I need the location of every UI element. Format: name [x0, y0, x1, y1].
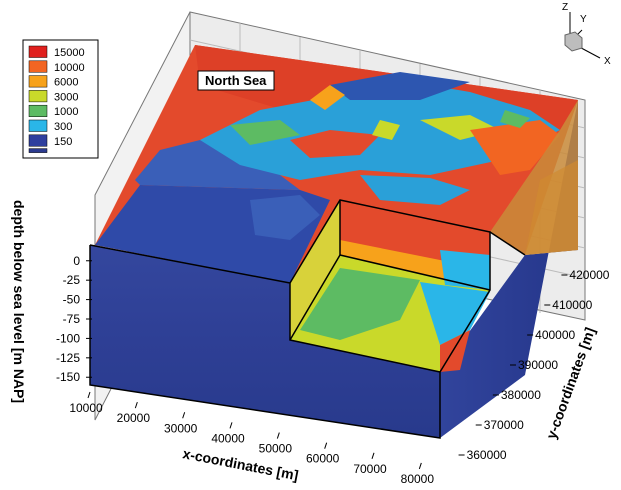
x-tick-mark — [276, 432, 280, 439]
legend-swatch — [28, 104, 48, 117]
cutout — [290, 200, 490, 372]
legend-label: 3000 — [54, 91, 78, 103]
x-tick-label: 70000 — [353, 462, 387, 476]
x-tick-mark — [182, 412, 186, 419]
legend-label: 10000 — [54, 62, 85, 74]
y-tick-label: 420000 — [569, 268, 609, 282]
triad-z-label: Z — [562, 2, 568, 13]
orientation-triad: Z Y X — [562, 2, 611, 67]
legend-swatch — [28, 45, 48, 58]
legend-label: 15000 — [54, 47, 85, 59]
z-tick-label: -25 — [63, 273, 81, 287]
legend-swatch — [28, 119, 48, 132]
cutout-left-wall — [290, 200, 340, 340]
z-tick-label: -75 — [63, 312, 81, 326]
block-edges — [89, 199, 526, 439]
x-tick-label: 30000 — [164, 421, 198, 435]
y-tick-label: 410000 — [552, 298, 592, 312]
front-face — [90, 245, 440, 438]
x-tick-label: 20000 — [117, 411, 151, 425]
x-tick-mark — [418, 462, 422, 470]
annotation-label: North Sea — [205, 73, 267, 88]
y-tick-label: 380000 — [501, 388, 541, 402]
y-tick-label: 400000 — [535, 328, 575, 342]
right-face — [440, 100, 578, 438]
y-tick-label: 360000 — [467, 448, 507, 462]
legend-label: 150 — [54, 136, 72, 148]
y-axis-label: y-coordinates [m] — [543, 325, 598, 441]
x-tick-label: 40000 — [211, 431, 245, 445]
triad-y-label: Y — [580, 14, 587, 25]
z-axis-ticks: 0 -25 -50 -75 -100 -125 -150 — [56, 254, 92, 384]
legend-label: 1000 — [54, 106, 78, 118]
legend-label: 6000 — [54, 77, 78, 89]
y-tick-label: 370000 — [484, 418, 524, 432]
x-tick-label: 10000 — [69, 401, 103, 415]
y-axis-ticks: 360000 370000 380000 390000 400000 410000 4200… — [458, 268, 610, 462]
legend: 15000 10000 6000 3000 1000 300 150 — [22, 39, 99, 159]
legend-label: 300 — [54, 121, 72, 133]
x-tick-mark — [134, 401, 138, 409]
x-tick-mark — [87, 391, 91, 399]
map-surface — [95, 45, 578, 283]
x-tick-label: 80000 — [401, 472, 435, 486]
legend-swatch — [28, 90, 48, 103]
x-tick-label: 60000 — [306, 452, 340, 466]
x-axis-ticks: 10000 20000 30000 40000 50000 60000 70000 80000 — [69, 391, 435, 486]
x-tick-mark — [229, 422, 233, 429]
z-tick-label: -150 — [56, 370, 80, 384]
x-tick-label: 50000 — [259, 442, 293, 456]
y-tick-label: 390000 — [518, 358, 558, 372]
z-tick-label: 0 — [73, 254, 80, 268]
z-tick-label: -50 — [63, 293, 81, 307]
x-tick-mark — [371, 452, 375, 459]
z-tick-label: -125 — [56, 351, 80, 365]
z-axis-label: depth below sea level [m NAP] — [11, 200, 27, 403]
legend-swatch — [28, 134, 48, 147]
legend-swatch — [28, 148, 48, 153]
annotation: North Sea — [197, 70, 275, 91]
x-tick-mark — [324, 442, 328, 449]
triad-x-label: X — [604, 56, 611, 67]
legend-swatch — [28, 75, 48, 88]
z-tick-label: -100 — [56, 331, 80, 345]
legend-swatch — [28, 60, 48, 73]
